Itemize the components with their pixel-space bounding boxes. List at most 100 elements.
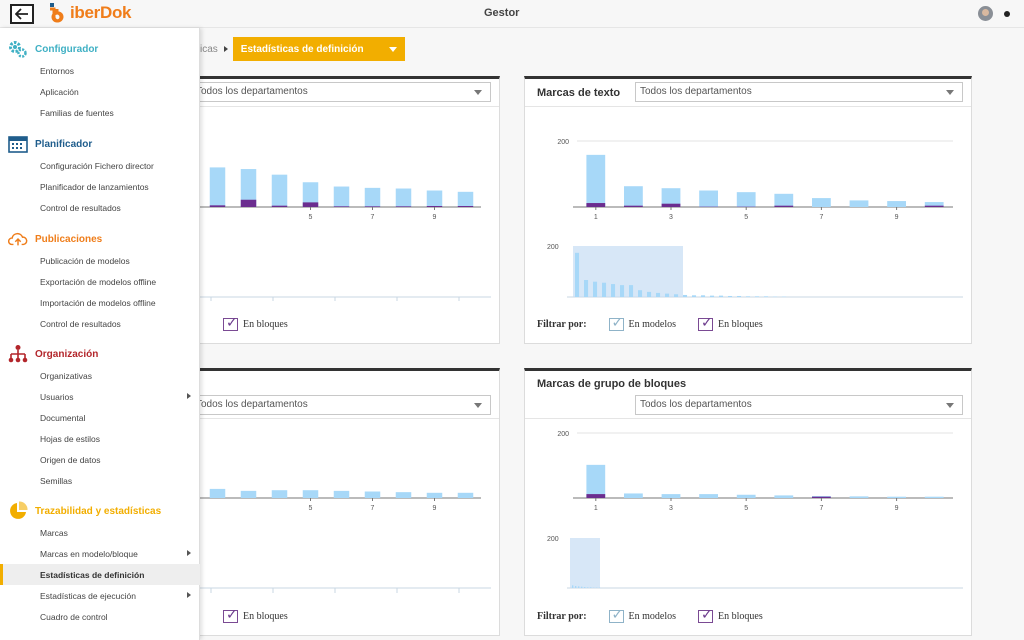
filter-blocks-checkbox[interactable]: ✓ En bloques [698, 315, 763, 331]
bar-modelos [812, 198, 831, 207]
sidebar-item-label: Configuración Fichero director [40, 160, 154, 171]
sidebar-item[interactable]: Control de resultados [0, 197, 200, 218]
breadcrumb-separator-icon [223, 46, 228, 52]
sidebar-item-label: Hojas de estilos [40, 433, 101, 444]
overview-bar [584, 280, 589, 297]
breadcrumb-previous[interactable]: icas [200, 43, 218, 55]
bar-bloques [333, 206, 350, 207]
overview-bar [710, 295, 715, 297]
sidebar-item[interactable]: Marcas en modelo/bloque [0, 543, 200, 564]
avatar[interactable] [978, 6, 993, 21]
overview-bar [593, 281, 598, 297]
sidebar-item[interactable]: Origen de datos [0, 449, 200, 470]
sidebar-section-header[interactable]: Configurador [0, 38, 200, 60]
sidebar-item-label: Organizativas [40, 370, 92, 381]
overview-bar [575, 252, 580, 297]
overview-bar [683, 294, 688, 297]
overview-bar [638, 290, 643, 297]
check-icon: ✓ [701, 315, 713, 331]
x-tick-label: 5 [744, 505, 748, 512]
bar-modelos [364, 187, 381, 207]
sidebar-item[interactable]: Marcas [0, 522, 200, 543]
overview-bar [692, 295, 697, 297]
bar-modelos [887, 496, 906, 498]
overview-bar [602, 282, 607, 297]
sidebar-item[interactable]: Publicación de modelos [0, 250, 200, 271]
filter-bar: ✓ En bloques [223, 315, 310, 331]
filter-blocks-checkbox[interactable]: ✓ En bloques [223, 315, 288, 331]
filter-blocks-checkbox[interactable]: ✓ En bloques [698, 607, 763, 623]
overview-bar [590, 587, 592, 588]
x-tick-label: 9 [895, 214, 899, 221]
overview-bar [581, 586, 583, 588]
sidebar-section-title: Trazabilidad y estadísticas [35, 505, 162, 517]
filter-blocks-label: En bloques [718, 611, 763, 622]
bar-bloques [586, 494, 606, 498]
sidebar-item[interactable]: Importación de modelos offline [0, 292, 200, 313]
filter-models-checkbox[interactable]: ✓ En modelos [608, 315, 676, 331]
panel-header: Todos los departamentos [161, 79, 499, 107]
x-tick-label: 5 [309, 214, 313, 221]
sidebar-item[interactable]: Hojas de estilos [0, 428, 200, 449]
department-select-value: Todos los departamentos [640, 399, 752, 410]
sidebar-item-label: Exportación de modelos offline [40, 276, 157, 287]
back-button[interactable] [10, 4, 34, 24]
sidebar-item[interactable]: Configuración Fichero director [0, 155, 200, 176]
bar-modelos [426, 492, 443, 498]
sidebar-item-label: Origen de datos [40, 454, 101, 465]
sidebar-section-header[interactable]: Organización [0, 343, 200, 365]
bar-bloques [426, 206, 443, 207]
overview-bar [746, 296, 751, 297]
sidebar-item[interactable]: Estadísticas de ejecución [0, 585, 200, 606]
iberdok-logo-icon [50, 3, 64, 23]
bar-bloques [209, 205, 226, 207]
sidebar-item-label: Semillas [40, 475, 73, 486]
department-select[interactable]: Todos los departamentos [191, 82, 491, 102]
sidebar-item[interactable]: Cuadro de control [0, 606, 200, 627]
filter-models-checkbox[interactable]: ✓ En modelos [608, 607, 676, 623]
bar-bloques [457, 206, 474, 207]
sidebar-item-label: Marcas en modelo/bloque [40, 548, 138, 559]
sidebar-section-header[interactable]: Planificador [0, 133, 200, 155]
sidebar-item[interactable]: Semillas [0, 470, 200, 491]
x-tick-label: 7 [371, 214, 375, 221]
sidebar-item[interactable]: Documental [0, 407, 200, 428]
sidebar-item[interactable]: Aplicación [0, 81, 200, 102]
bar-modelos [736, 494, 756, 498]
chevron-down-icon [474, 403, 482, 408]
sidebar-section-2: Publicaciones Publicación de modelos Expor… [0, 228, 200, 334]
sidebar-item[interactable]: Exportación de modelos offline [0, 271, 200, 292]
sidebar-section-title: Planificador [35, 138, 93, 150]
bar-chart: 200 1 3 5 7 9 200 [547, 431, 963, 589]
sidebar-item-label: Estadísticas de definición [40, 569, 145, 580]
sidebar-item[interactable]: Planificador de lanzamientos [0, 176, 200, 197]
sidebar-section-header[interactable]: Publicaciones [0, 228, 200, 250]
department-select[interactable]: Todos los departamentos [635, 395, 963, 415]
breadcrumb-current-dropdown[interactable]: Estadísticas de definición [232, 37, 405, 61]
department-select[interactable]: Todos los departamentos [635, 82, 963, 102]
sidebar-section-0: Configurador Entornos Aplicación Familias d… [0, 38, 200, 123]
sidebar-item[interactable]: Entornos [0, 60, 200, 81]
overview-bar [728, 295, 733, 297]
sidebar-item[interactable]: Organizativas [0, 365, 200, 386]
y-tick-label: 200 [557, 431, 569, 438]
bar-modelos [774, 193, 794, 207]
panel-title: Marcas de grupo de bloques [537, 378, 687, 390]
chevron-down-icon [946, 403, 954, 408]
filter-blocks-label: En bloques [718, 319, 763, 330]
bar-modelos [586, 154, 606, 207]
filter-blocks-checkbox[interactable]: ✓ En bloques [223, 607, 288, 623]
status-dot-icon[interactable] [1004, 11, 1010, 17]
sidebar-item[interactable]: Usuarios [0, 386, 200, 407]
filter-label: Filtrar por: [537, 319, 587, 330]
sidebar-item[interactable]: Familias de fuentes [0, 102, 200, 123]
sidebar-section-title: Configurador [35, 43, 99, 55]
sidebar-item[interactable]: Control de resultados [0, 313, 200, 334]
sidebar-section-header[interactable]: Trazabilidad y estadísticas [0, 500, 200, 522]
department-select[interactable]: Todos los departamentos [191, 395, 491, 415]
sidebar-item[interactable]: Estadísticas de definición [0, 564, 200, 585]
bar-bloques [302, 202, 319, 207]
sidebar-section-title: Organización [35, 348, 99, 360]
filter-bar: Filtrar por: ✓ En modelos ✓ En bloques [537, 315, 785, 331]
panel-header: Marcas de texto Todos los departamentos [525, 79, 971, 107]
